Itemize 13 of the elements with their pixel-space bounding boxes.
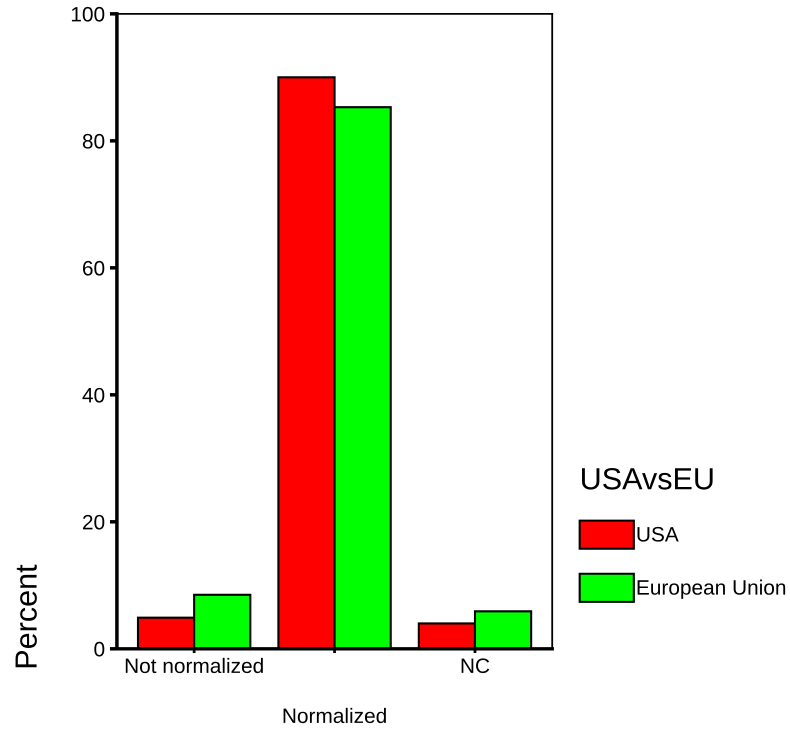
y-tick-label: 0 [94, 642, 104, 657]
legend-label: USA [638, 526, 679, 542]
y-tick-label: 40 [82, 388, 104, 403]
y-tick-label: 100 [72, 6, 104, 22]
x-tick-label: Not normalized [126, 658, 263, 674]
y-tick-label: 60 [83, 260, 104, 276]
x-axis-title: Normalized [284, 708, 386, 724]
y-tick-label: 80 [82, 134, 104, 149]
y-tick-label: 20 [82, 514, 104, 530]
x-tick-label: NC [462, 658, 490, 674]
y-axis-title: Percent [16, 564, 37, 668]
legend-label: European Union [638, 579, 786, 599]
legend-title: USAvsEU [582, 468, 713, 490]
